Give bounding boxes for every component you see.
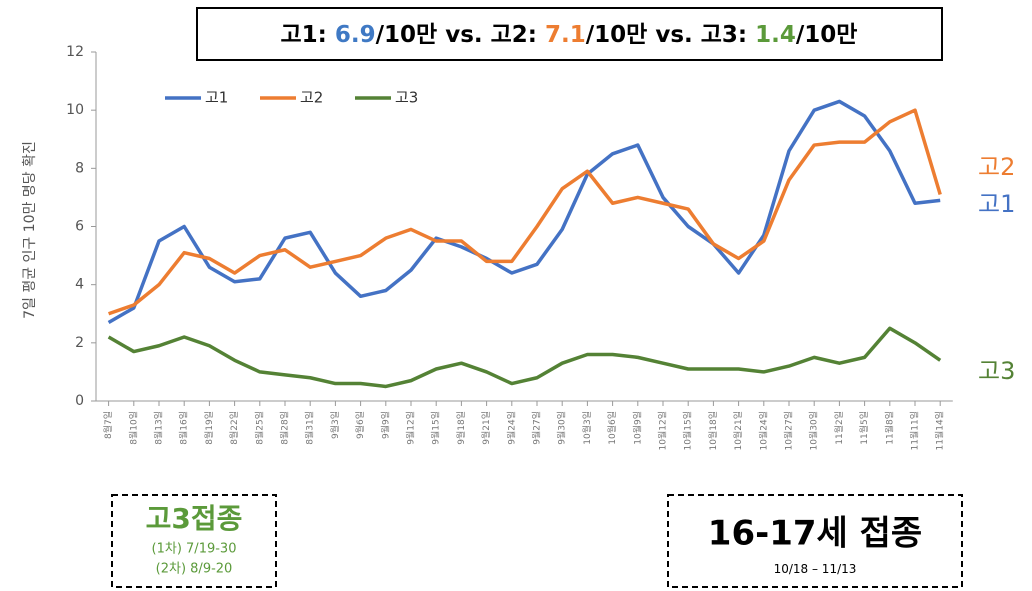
x-tick-label: 8월13일 [153, 411, 165, 445]
x-tick-label: 9월24일 [505, 411, 517, 445]
series-line [107, 326, 942, 389]
x-tick-label: 11월14일 [934, 411, 946, 450]
x-tick-label: 8월28일 [279, 411, 291, 445]
legend-label: 고3 [395, 89, 418, 107]
x-tick-label: 8월16일 [178, 411, 190, 445]
annotation-box [667, 494, 963, 588]
end-label: 고3 [978, 357, 1015, 385]
x-tick-label: 10월9일 [631, 411, 643, 445]
y-tick-label: 10 [66, 102, 84, 118]
legend-label: 고2 [300, 89, 323, 107]
x-tick-label: 9월21일 [480, 411, 492, 445]
legend-label: 고1 [205, 89, 228, 107]
y-tick-label: 12 [66, 44, 84, 60]
x-tick-label: 10월6일 [606, 411, 618, 445]
x-tick-label: 8월25일 [253, 411, 265, 445]
x-tick-label: 9월12일 [405, 411, 417, 445]
box-line: (2차) 8/9-20 [156, 562, 233, 577]
title-box [196, 7, 943, 61]
annotation-box [111, 494, 277, 588]
end-label: 고1 [978, 190, 1015, 218]
y-tick-label: 6 [75, 219, 84, 235]
x-tick-label: 11월2일 [833, 411, 845, 445]
title-part: /10만 vs. 고2: [376, 22, 545, 48]
x-tick-label: 11월8일 [883, 411, 895, 445]
x-tick-label: 8월7일 [102, 411, 114, 439]
box-line: 10/18 – 11/13 [774, 562, 857, 576]
y-tick-label: 8 [75, 160, 84, 176]
box-title: 16-17세 접종 [708, 514, 922, 554]
title-part: /10만 vs. 고3: [586, 22, 755, 48]
x-tick-label: 8월22일 [228, 411, 240, 445]
box-title: 고3접종 [146, 502, 243, 535]
x-tick-label: 10월24일 [757, 411, 769, 450]
y-axis-label: 7일 평균 인구 10만 명당 확진 [22, 141, 38, 319]
x-tick-label: 11월11일 [909, 411, 921, 450]
x-tick-label: 10월18일 [707, 411, 719, 450]
box-line: (1차) 7/19-30 [152, 542, 237, 557]
x-tick-label: 8월31일 [304, 411, 316, 445]
end-label: 고2 [978, 153, 1015, 181]
title-part: 1.4 [755, 22, 796, 48]
x-tick-label: 10월12일 [657, 411, 669, 450]
y-tick-label: 0 [75, 393, 84, 409]
series-line [107, 99, 941, 324]
x-tick-label: 10월15일 [682, 411, 694, 450]
x-tick-label: 9월30일 [556, 411, 568, 445]
x-tick-label: 9월18일 [455, 411, 467, 445]
series-line [108, 108, 942, 316]
x-tick-label: 9월9일 [379, 411, 391, 439]
title-part: 고1: [281, 22, 335, 48]
x-tick-label: 9월15일 [430, 411, 442, 445]
x-tick-label: 11월5일 [858, 411, 870, 445]
title-part: /10만 [796, 22, 858, 48]
x-tick-label: 9월27일 [531, 411, 543, 445]
x-tick-label: 9월6일 [354, 411, 366, 439]
y-tick-label: 4 [75, 277, 84, 293]
chart-title: 고1: 6.9/10만 vs. 고2: 7.1/10만 vs. 고3: 1.4/… [281, 22, 858, 48]
x-tick-label: 10월27일 [783, 411, 795, 450]
title-part: 6.9 [335, 22, 376, 48]
x-tick-label: 8월19일 [203, 411, 215, 445]
x-tick-label: 10월21일 [732, 411, 744, 450]
y-tick-label: 2 [75, 335, 84, 351]
x-tick-label: 8월10일 [127, 411, 139, 445]
title-part: 7.1 [545, 22, 586, 48]
x-tick-label: 9월3일 [329, 411, 341, 439]
x-tick-label: 10월3일 [581, 411, 593, 445]
x-tick-label: 10월30일 [808, 411, 820, 450]
